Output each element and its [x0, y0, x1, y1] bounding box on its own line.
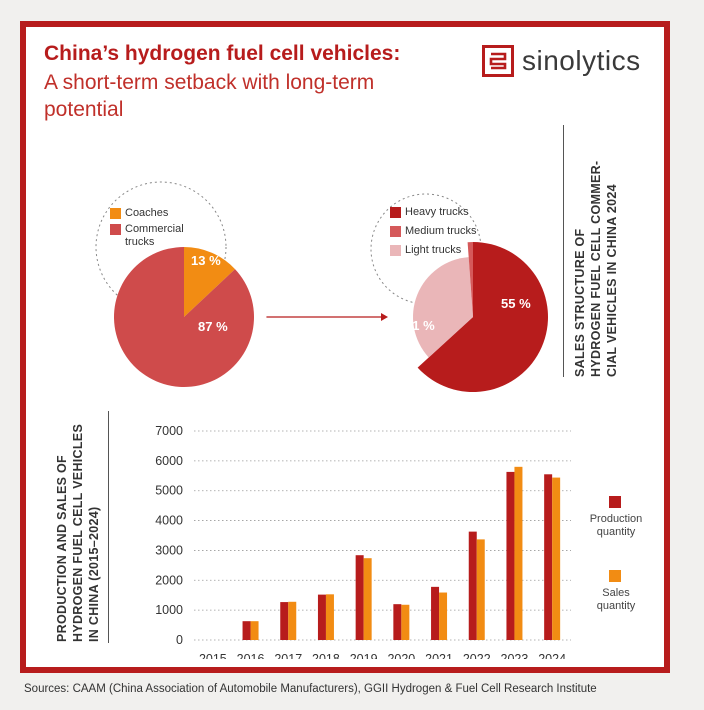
legend-medium-trucks: Medium trucks	[390, 225, 477, 238]
y-tick-label: 6000	[155, 454, 183, 468]
legend-label-coaches: Coaches	[125, 207, 169, 219]
pie2-slice-light-trucks	[413, 257, 473, 358]
legend-production-line-2: quantity	[596, 526, 636, 538]
bar-production-quantity-2021	[431, 586, 440, 640]
legend-swatch-production	[609, 496, 621, 508]
bar-sales-quantity-2024	[552, 477, 561, 640]
logo-mark-icon	[482, 45, 514, 77]
sales-structure-title-line-2: HYDROGEN FUEL CELL COMMER-	[589, 160, 603, 377]
sales-structure-title: SALES STRUCTURE OF HYDROGEN FUEL CELL CO…	[572, 161, 620, 377]
pie-vehicle-types	[113, 247, 254, 387]
legend-swatch-coaches	[110, 208, 121, 219]
bar-production-quantity-2019	[355, 555, 364, 640]
legend-label-commercial-trucks: Commercial trucks	[125, 223, 184, 248]
production-sales-title-line-1: PRODUCTION AND SALES OF	[55, 455, 69, 642]
legend-label-medium: Medium trucks	[405, 225, 477, 237]
y-tick-label: 5000	[155, 484, 183, 498]
x-tick-label: 2020	[387, 652, 415, 659]
legend-production: Production quantity	[576, 513, 656, 539]
bar-production-quantity-2024	[544, 474, 553, 640]
production-sales-title-line-2: HYDROGEN FUEL CELL VEHICLES	[71, 423, 85, 642]
pie1-slice-coaches	[184, 247, 236, 317]
page-subtitle: A short-term setback with long-term pote…	[44, 69, 464, 123]
x-tick-label: 2015	[199, 652, 227, 659]
subtitle-line-1: A short-term setback with long-term	[44, 71, 375, 94]
connector-dot	[261, 314, 267, 320]
bar-production-quantity-2018	[317, 594, 326, 640]
legend-swatch-heavy	[390, 207, 401, 218]
sales-structure-title-line-1: SALES STRUCTURE OF	[573, 228, 587, 377]
bar-production-quantity-2023	[506, 471, 515, 640]
pie2-slice-heavy-trucks	[417, 242, 549, 392]
legend-production-line-1: Production	[589, 513, 643, 525]
x-tick-label: 2021	[425, 652, 453, 659]
legend-heavy-trucks: Heavy trucks	[390, 206, 469, 219]
bar-production-quantity-2017	[280, 602, 289, 640]
bar-sales-quantity-2016	[250, 621, 259, 640]
bar-sales-quantity-2020	[401, 604, 410, 640]
pie-charts	[95, 181, 549, 392]
y-tick-label: 0	[176, 633, 183, 647]
x-tick-label: 2016	[237, 652, 265, 659]
legend-commercial-trucks: Commercial trucks	[110, 223, 200, 249]
legend-sales-line-1: Sales	[602, 587, 630, 599]
x-tick-label: 2017	[274, 652, 302, 659]
sales-structure-title-line-3: CIAL VEHICLES IN CHINA 2024	[605, 184, 619, 377]
legend-light-trucks: Light trucks	[390, 244, 461, 257]
x-tick-label: 2024	[538, 652, 566, 659]
bar-production-quantity-2022	[468, 531, 477, 640]
y-axis-ticks: 7000 6000 5000 4000 3000 2000 1000 0	[155, 424, 183, 647]
y-tick-label: 4000	[155, 514, 183, 528]
legend-coaches: Coaches	[110, 207, 168, 220]
legend-label-light: Light trucks	[405, 244, 462, 256]
bar-production-quantity-2016	[242, 621, 251, 640]
logo-text: sinolytics	[522, 45, 641, 76]
bar-production-quantity-2020	[393, 604, 402, 640]
pie1-label-coaches: 13 %	[191, 253, 221, 268]
arrow-head-icon	[381, 313, 388, 321]
x-tick-label: 2019	[350, 652, 378, 659]
production-sales-divider	[108, 411, 109, 643]
legend-sales: Sales quantity	[576, 587, 656, 613]
bar-grid	[194, 430, 571, 641]
bar-sales-quantity-2019	[363, 558, 372, 640]
pie2-label-light: 31 %	[405, 318, 435, 333]
x-tick-label: 2023	[501, 652, 529, 659]
x-axis-ticks: 2015 2016 2017 2018 2019 2020 2021 2022 2023 2024	[199, 652, 566, 659]
pie2-label-heavy: 55 %	[501, 296, 531, 311]
production-sales-title-line-3: IN CHINA (2015–2024)	[87, 506, 101, 642]
legend-label-heavy: Heavy trucks	[405, 206, 469, 218]
bar-series	[242, 466, 561, 640]
page-title: China’s hydrogen fuel cell vehicles:	[44, 42, 401, 65]
bar-sales-quantity-2022	[476, 539, 485, 640]
legend-swatch-commercial-trucks	[110, 224, 121, 235]
y-tick-label: 1000	[155, 603, 183, 617]
bar-sales-quantity-2018	[325, 594, 334, 640]
bar-sales-quantity-2017	[288, 601, 297, 640]
pie2-slice-medium-trucks	[467, 242, 473, 317]
pie-truck-structure	[413, 242, 549, 392]
legend-swatch-sales	[609, 570, 621, 582]
x-tick-label: 2018	[312, 652, 340, 659]
bar-sales-quantity-2021	[439, 592, 448, 640]
y-tick-label: 3000	[155, 543, 183, 557]
legend-swatch-light	[390, 245, 401, 256]
x-tick-label: 2022	[463, 652, 491, 659]
y-tick-label: 2000	[155, 573, 183, 587]
legend-swatch-medium	[390, 226, 401, 237]
y-tick-label: 7000	[155, 424, 183, 438]
pie1-slice-commercial-trucks	[113, 247, 254, 387]
sales-structure-divider	[563, 125, 564, 377]
pie2-label-medium: 1 %	[401, 273, 424, 288]
production-sales-title: PRODUCTION AND SALES OF HYDROGEN FUEL CE…	[54, 424, 102, 642]
subtitle-line-2: potential	[44, 98, 124, 121]
pie1-label-commercial: 87 %	[198, 319, 228, 334]
legend-sales-line-2: quantity	[596, 600, 636, 612]
sinolytics-logo: sinolytics	[482, 41, 641, 81]
source-note: Sources: CAAM (China Association of Auto…	[24, 683, 597, 695]
bar-sales-quantity-2023	[514, 466, 523, 640]
infographic-frame: China’s hydrogen fuel cell vehicles: A s…	[20, 21, 670, 673]
